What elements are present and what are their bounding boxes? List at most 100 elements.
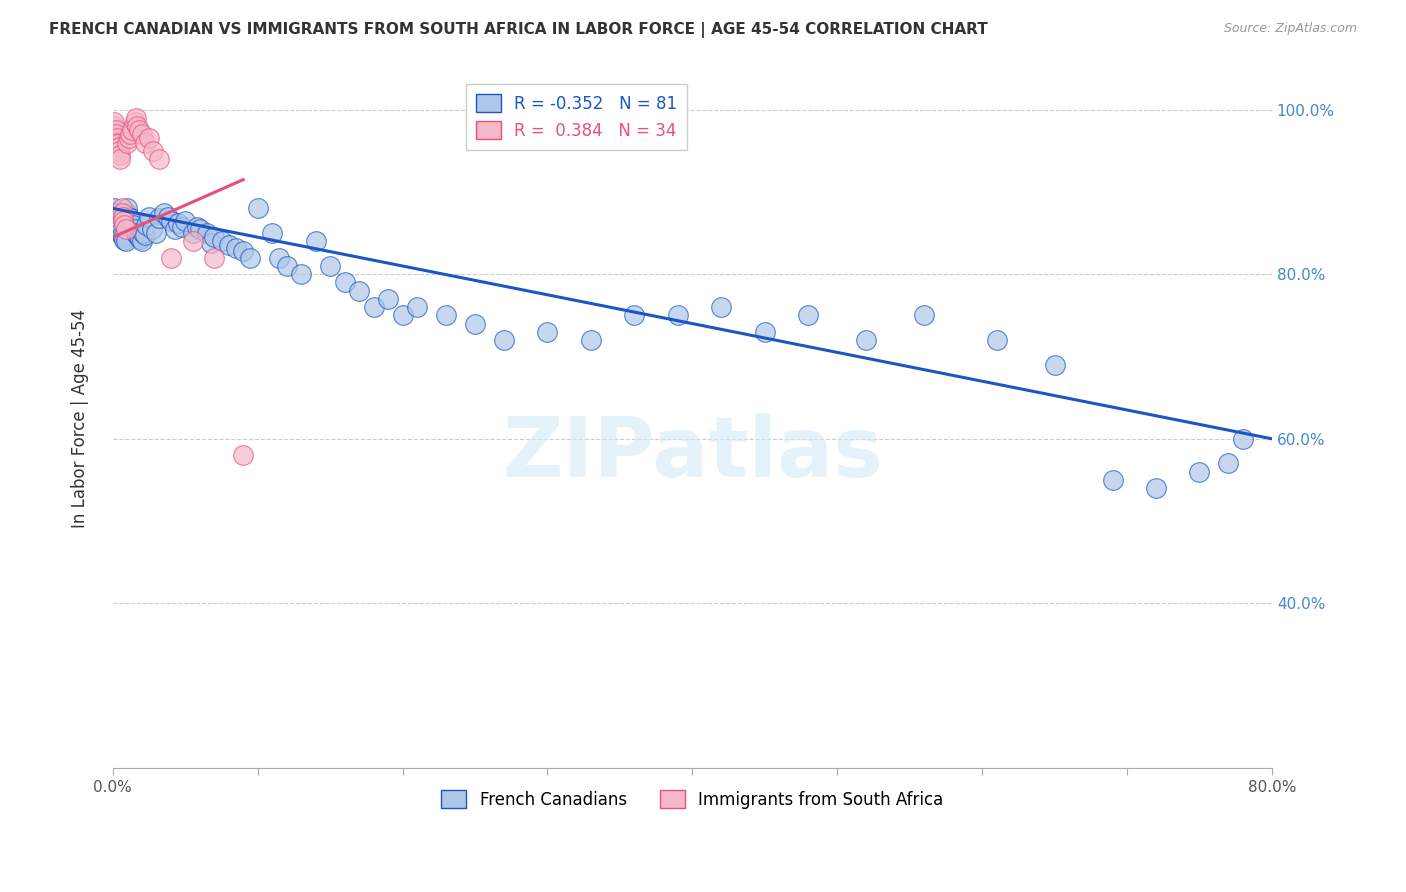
Point bbox=[105, 137, 128, 152]
Point bbox=[110, 227, 132, 242]
Point bbox=[128, 123, 150, 137]
Point bbox=[121, 213, 143, 227]
Point bbox=[232, 244, 254, 259]
Point bbox=[269, 251, 291, 265]
Point bbox=[129, 232, 152, 246]
Point bbox=[276, 259, 298, 273]
Point bbox=[666, 309, 689, 323]
Point bbox=[125, 111, 148, 125]
Point bbox=[111, 210, 134, 224]
Text: Source: ZipAtlas.com: Source: ZipAtlas.com bbox=[1223, 22, 1357, 36]
Point bbox=[107, 218, 129, 232]
Point bbox=[107, 219, 129, 234]
Point bbox=[579, 333, 602, 347]
Point bbox=[105, 210, 128, 224]
Point bbox=[104, 205, 127, 219]
Point bbox=[186, 219, 208, 234]
Point bbox=[131, 128, 153, 142]
Point bbox=[114, 233, 136, 247]
Point bbox=[200, 235, 222, 250]
Point bbox=[125, 226, 148, 240]
Point bbox=[172, 219, 194, 234]
Point bbox=[347, 284, 370, 298]
Point bbox=[120, 128, 142, 142]
Point bbox=[124, 222, 146, 236]
Point bbox=[128, 230, 150, 244]
Point bbox=[131, 235, 153, 249]
Point bbox=[108, 226, 131, 240]
Point bbox=[174, 213, 197, 227]
Point bbox=[855, 333, 877, 347]
Point bbox=[121, 123, 143, 137]
Point bbox=[333, 276, 356, 290]
Point bbox=[181, 235, 204, 249]
Point bbox=[118, 131, 141, 145]
Point bbox=[127, 119, 149, 133]
Point bbox=[159, 213, 181, 227]
Point bbox=[1043, 358, 1066, 372]
Point bbox=[1188, 465, 1211, 479]
Point bbox=[218, 238, 240, 252]
Point bbox=[912, 309, 935, 323]
Point bbox=[623, 309, 645, 323]
Point bbox=[107, 144, 129, 158]
Point bbox=[104, 128, 127, 142]
Point bbox=[105, 131, 128, 145]
Point bbox=[105, 213, 128, 227]
Point bbox=[305, 235, 328, 249]
Point bbox=[127, 227, 149, 242]
Point bbox=[710, 300, 733, 314]
Point bbox=[159, 251, 181, 265]
Point bbox=[108, 152, 131, 166]
Point bbox=[134, 136, 156, 150]
Point bbox=[132, 226, 155, 240]
Point bbox=[202, 251, 225, 265]
Point bbox=[145, 226, 167, 240]
Point bbox=[108, 222, 131, 236]
Point bbox=[986, 333, 1008, 347]
Text: FRENCH CANADIAN VS IMMIGRANTS FROM SOUTH AFRICA IN LABOR FORCE | AGE 45-54 CORRE: FRENCH CANADIAN VS IMMIGRANTS FROM SOUTH… bbox=[49, 22, 988, 38]
Point bbox=[148, 211, 170, 226]
Point bbox=[797, 309, 820, 323]
Point bbox=[239, 251, 262, 265]
Point bbox=[138, 131, 160, 145]
Legend: French Canadians, Immigrants from South Africa: French Canadians, Immigrants from South … bbox=[434, 783, 950, 815]
Point bbox=[181, 226, 204, 240]
Point bbox=[290, 267, 312, 281]
Point bbox=[406, 300, 429, 314]
Point bbox=[103, 119, 125, 133]
Point bbox=[319, 259, 342, 273]
Point bbox=[134, 227, 156, 242]
Point bbox=[1218, 457, 1240, 471]
Point bbox=[195, 226, 218, 240]
Point bbox=[141, 222, 163, 236]
Point bbox=[124, 115, 146, 129]
Point bbox=[377, 292, 399, 306]
Point bbox=[115, 222, 138, 236]
Point bbox=[142, 144, 165, 158]
Point bbox=[118, 210, 141, 224]
Point bbox=[105, 136, 128, 150]
Point bbox=[165, 222, 187, 236]
Point bbox=[111, 213, 134, 227]
Point bbox=[103, 115, 125, 129]
Point bbox=[135, 218, 157, 232]
Point bbox=[202, 230, 225, 244]
Point bbox=[754, 325, 776, 339]
Point bbox=[114, 218, 136, 232]
Point bbox=[492, 333, 515, 347]
Point bbox=[1232, 432, 1254, 446]
Point bbox=[110, 205, 132, 219]
Point bbox=[232, 448, 254, 462]
Point bbox=[122, 218, 145, 232]
Point bbox=[117, 205, 139, 219]
Point bbox=[115, 235, 138, 249]
Point bbox=[536, 325, 558, 339]
Point bbox=[188, 222, 211, 236]
Point bbox=[148, 152, 170, 166]
Point bbox=[246, 202, 269, 216]
Point bbox=[110, 202, 132, 216]
Point bbox=[138, 210, 160, 224]
Point bbox=[434, 309, 457, 323]
Y-axis label: In Labor Force | Age 45-54: In Labor Force | Age 45-54 bbox=[72, 309, 89, 528]
